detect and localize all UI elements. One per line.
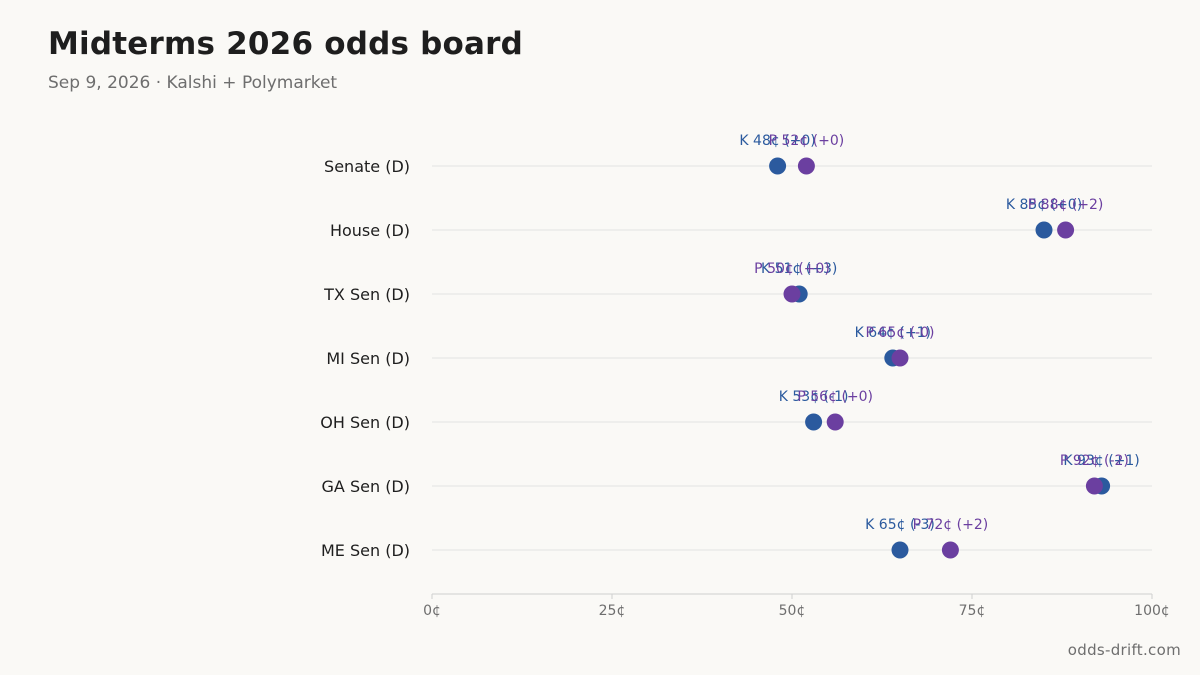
odds-dot-p <box>783 285 801 303</box>
category-label: House (D) <box>330 221 410 240</box>
odds-dot-p <box>797 157 815 175</box>
odds-dot-p <box>891 349 909 367</box>
value-label-p: P 52¢ (+0) <box>769 133 845 149</box>
value-label-k: K 85¢ (+0) <box>1006 197 1082 213</box>
odds-dot-k <box>891 541 909 559</box>
source-credit: odds-drift.com <box>1067 641 1181 659</box>
value-label-k: K 64¢ (+1) <box>855 325 931 341</box>
x-tick-label: 100¢ <box>1134 603 1170 619</box>
x-tick-label: 25¢ <box>599 603 626 619</box>
category-label: MI Sen (D) <box>326 349 410 368</box>
category-label: OH Sen (D) <box>320 413 410 432</box>
category-label: Senate (D) <box>324 157 410 176</box>
chart-title: Midterms 2026 odds board <box>48 26 524 62</box>
odds-dot-p <box>1057 221 1075 239</box>
odds-dot-p <box>941 541 959 559</box>
x-tick-label: 50¢ <box>779 603 806 619</box>
value-label-p: P 92¢ (-2) <box>1060 453 1129 469</box>
value-label-k: K 65¢ (-3) <box>865 517 935 533</box>
odds-dot-k <box>769 157 787 175</box>
value-label-k: K 48¢ (+0) <box>739 133 815 149</box>
value-label-k: K 51¢ (+3) <box>761 261 837 277</box>
x-tick-label: 0¢ <box>423 603 441 619</box>
value-label-p: P 56¢ (+0) <box>797 389 873 405</box>
odds-dot-k <box>1035 221 1053 239</box>
value-label-k: K 93¢ (+1) <box>1063 453 1139 469</box>
category-label: ME Sen (D) <box>321 541 410 560</box>
category-label: GA Sen (D) <box>322 477 410 496</box>
value-label-p: P 88¢ (+2) <box>1028 197 1104 213</box>
value-label-p: P 65¢ (-0) <box>866 325 935 341</box>
value-label-p: P 50¢ (+0) <box>754 261 830 277</box>
category-label: TX Sen (D) <box>323 285 410 304</box>
x-tick-label: 75¢ <box>959 603 986 619</box>
odds-dot-p <box>826 413 844 431</box>
value-label-k: K 53¢ (-1) <box>779 389 849 405</box>
value-label-p: P 72¢ (+2) <box>913 517 989 533</box>
odds-dot-p <box>1085 477 1103 495</box>
odds-dot-k <box>805 413 823 431</box>
chart-subtitle: Sep 9, 2026 · Kalshi + Polymarket <box>48 73 338 93</box>
